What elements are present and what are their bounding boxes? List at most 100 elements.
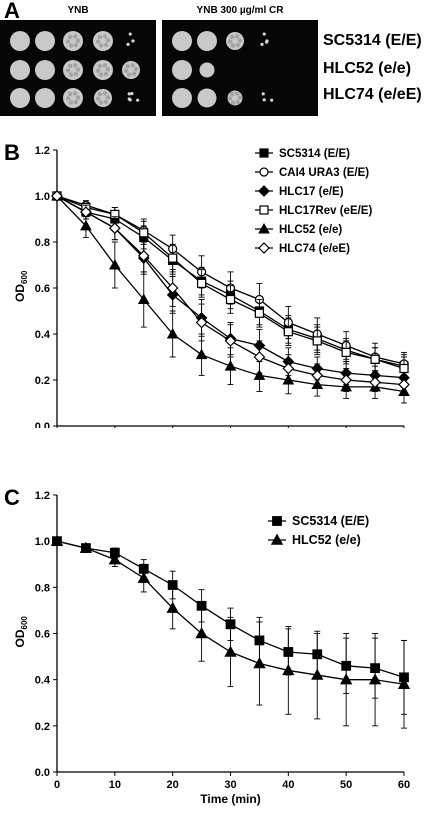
chart-b-legend-label-0: SC5314 (E/E) bbox=[279, 148, 350, 160]
chart-c-series-1-point-10 bbox=[339, 673, 353, 685]
chart-b-ytick-label-0: 0.0 bbox=[35, 421, 50, 428]
ynb-colony-3-5-2 bbox=[136, 98, 140, 102]
cr-texture-3-3-1 bbox=[227, 96, 233, 101]
chart-c-y-axis-label: OD600 bbox=[13, 616, 29, 648]
chart-b-legend-label-3: HLC17Rev (eE/E) bbox=[279, 205, 372, 217]
ynb-texture-3-3-1 bbox=[65, 96, 71, 101]
ynb-texture-2-3-1 bbox=[65, 68, 71, 73]
chart-c-xtick-label-1: 10 bbox=[109, 779, 121, 791]
cr-spot-3-1 bbox=[172, 88, 192, 108]
ynb-texture-1-3-4 bbox=[75, 38, 81, 43]
ynb-texture-3-3-2 bbox=[67, 91, 73, 97]
cr-texture-1-3-5 bbox=[235, 42, 241, 48]
ynb-texture-3-4-1 bbox=[97, 91, 103, 97]
cr-texture-3-3-3 bbox=[234, 91, 240, 96]
chart-b-legend-marker-3 bbox=[259, 205, 269, 215]
cr-spot-3-2 bbox=[197, 88, 217, 108]
chart-c-series-1-point-3 bbox=[137, 571, 150, 583]
chart-c-ytick-label-1: 0.2 bbox=[35, 721, 50, 733]
chart-b-series-5-point-2 bbox=[108, 222, 121, 235]
chart-c-series-1-point-12 bbox=[397, 677, 411, 690]
chart-c-series-1-point-1 bbox=[79, 541, 93, 553]
chart-b-legend-marker-2 bbox=[258, 185, 270, 197]
chart-b-series-4-point-2 bbox=[109, 258, 121, 270]
cr-texture-1-3-4 bbox=[237, 38, 243, 43]
ynb-texture-2-5-1 bbox=[130, 63, 135, 68]
cr-colony-3-4-2 bbox=[270, 98, 274, 102]
ynb-texture-3-4-3 bbox=[105, 95, 111, 100]
ynb-texture-2-5-5 bbox=[123, 68, 129, 74]
cr-texture-3-3-0 bbox=[230, 100, 236, 105]
ynb-texture-1-3-3 bbox=[72, 34, 78, 39]
chart-c-ytick-label-5: 1.0 bbox=[35, 536, 50, 548]
cr-colony-1-4-2 bbox=[262, 32, 266, 36]
ynb-texture-2-4-2 bbox=[102, 63, 108, 68]
cr-texture-3-3-2 bbox=[229, 91, 235, 97]
ynb-texture-2-3-0 bbox=[68, 72, 74, 77]
chart-b-series-4-point-7 bbox=[253, 369, 266, 380]
panel-letter-a: A bbox=[4, 0, 20, 23]
ynb-texture-3-4-2 bbox=[102, 91, 108, 96]
plate-ynb-spots bbox=[10, 31, 140, 108]
chart-b-series-3-point-4 bbox=[168, 253, 178, 263]
chart-c-xtick-label-5: 50 bbox=[340, 779, 352, 791]
chart-b-series-5-point-4 bbox=[166, 282, 179, 294]
chart-b-series-3-point-11 bbox=[370, 354, 380, 364]
cr-texture-1-3-1 bbox=[227, 39, 233, 44]
chart-b-ytick-label-6: 1.2 bbox=[35, 145, 50, 157]
chart-b-series-5 bbox=[51, 190, 410, 395]
chart-b-ytick-label-5: 1.0 bbox=[35, 191, 50, 203]
chart-b-series-5-point-10 bbox=[340, 374, 353, 386]
ynb-texture-3-4-0 bbox=[95, 96, 101, 101]
chart-b-series-4-point-5 bbox=[195, 348, 208, 360]
chart-c-x-axis-label: Time (min) bbox=[200, 792, 260, 806]
cr-colony-1-4-3 bbox=[265, 40, 269, 44]
ynb-spot-2-1 bbox=[10, 60, 30, 80]
ynb-texture-2-5-0 bbox=[125, 64, 130, 69]
cr-colony-1-4-1 bbox=[260, 42, 264, 46]
chart-c-ytick-label-3: 0.6 bbox=[35, 629, 50, 641]
chart-b-y-axis-label: OD600 bbox=[13, 270, 29, 302]
chart-b-series-3-point-9 bbox=[312, 336, 322, 346]
chart-b-legend-label-5: HLC74 (e/eE) bbox=[279, 243, 350, 255]
chart-c-series-1-point-2 bbox=[108, 553, 122, 565]
ynb-texture-2-3-4 bbox=[75, 67, 81, 72]
chart-b-legend-label-4: HLC52 (e/e) bbox=[279, 224, 342, 236]
ynb-texture-2-3-5 bbox=[73, 71, 79, 77]
chart-c-xtick-label-6: 60 bbox=[398, 779, 410, 791]
chart-c-ytick-label-6: 1.2 bbox=[35, 490, 50, 502]
ynb-colony-3-5-3 bbox=[127, 97, 131, 101]
plate-cr-spots bbox=[172, 31, 274, 108]
ynb-texture-2-4-0 bbox=[95, 68, 101, 73]
ynb-spot-2-2 bbox=[35, 60, 55, 80]
ynb-spot-3-2 bbox=[35, 88, 55, 108]
chart-b-legend-marker-0 bbox=[259, 148, 269, 158]
chart-b-series-5-point-11 bbox=[369, 376, 381, 389]
plate-ynb-title: YNB bbox=[67, 5, 89, 16]
ynb-texture-1-4-1 bbox=[97, 34, 103, 40]
chart-c-series-1-point-11 bbox=[368, 673, 382, 685]
cr-spot-1-1 bbox=[172, 31, 192, 51]
ynb-spot-1-2 bbox=[35, 31, 55, 51]
chart-b-series-3-point-8 bbox=[283, 327, 293, 337]
chart-b-series-5-point-7 bbox=[253, 351, 266, 363]
chart-b-series-4-point-4 bbox=[166, 327, 179, 339]
ynb-spot-1-3 bbox=[63, 31, 83, 51]
chart-c-series-1-point-0 bbox=[50, 534, 64, 546]
plate-ynb bbox=[0, 20, 156, 116]
ynb-texture-2-4-1 bbox=[97, 63, 103, 69]
strain-label-1: SC5314 (E/E) bbox=[323, 32, 422, 49]
chart-b-series-3-point-6 bbox=[225, 294, 236, 305]
ynb-spot-2-3 bbox=[63, 60, 83, 80]
chart-b-legend-label-2: HLC17 (e/E) bbox=[279, 186, 344, 198]
ynb-texture-1-3-2 bbox=[67, 34, 73, 40]
cr-colony-3-4-1 bbox=[261, 92, 265, 96]
chart-b-series-3-point-12 bbox=[399, 363, 409, 374]
cr-texture-1-3-3 bbox=[234, 34, 240, 39]
chart-c-legend-marker-0 bbox=[272, 516, 282, 526]
chart-b-legend-marker-5 bbox=[258, 242, 270, 254]
strain-label-3: HLC74 (e/eE) bbox=[323, 86, 422, 103]
plate-cr-title: YNB 300 µg/ml CR bbox=[196, 5, 284, 16]
panel-letter-c: C bbox=[4, 485, 20, 510]
